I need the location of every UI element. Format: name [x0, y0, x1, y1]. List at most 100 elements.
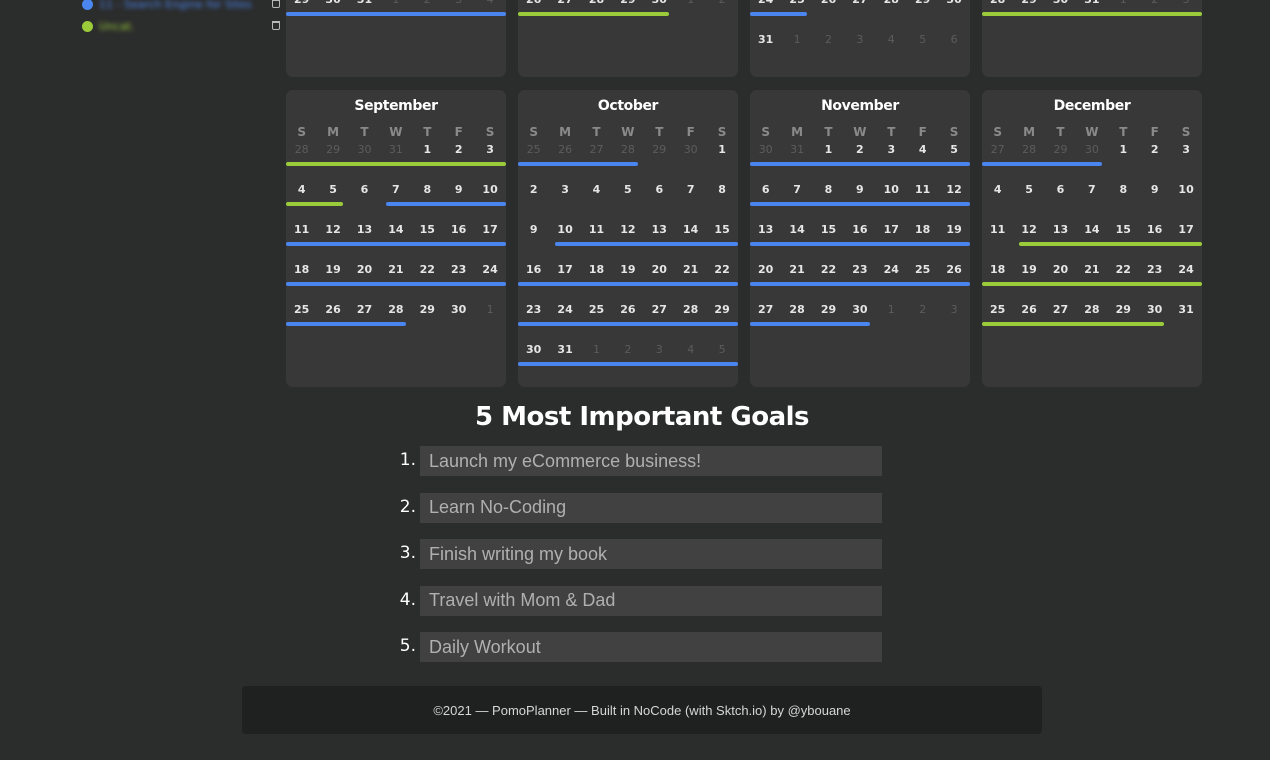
calendar-day[interactable]: 19 — [325, 263, 341, 276]
calendar-day[interactable]: 3 — [486, 143, 494, 156]
sidebar-project[interactable]: 11 - Search Engine for Sites — [82, 0, 280, 11]
calendar-day[interactable]: 12 — [620, 223, 636, 236]
project-span-bar[interactable] — [982, 322, 1165, 326]
calendar-day[interactable]: 15 — [820, 223, 837, 236]
project-span-bar[interactable] — [750, 12, 807, 16]
calendar-day[interactable]: 30 — [451, 303, 467, 316]
calendar-day[interactable]: 7 — [392, 183, 400, 196]
calendar-day[interactable]: 13 — [651, 223, 667, 236]
calendar-day[interactable]: 29 — [820, 303, 837, 316]
calendar-day[interactable]: 3 — [887, 143, 896, 156]
project-span-bar[interactable] — [286, 162, 506, 166]
calendar-day[interactable]: 28 — [982, 0, 1013, 6]
calendar-day[interactable]: 26 — [1021, 303, 1037, 316]
goal-input[interactable] — [420, 492, 882, 523]
calendar-day-outside[interactable]: 2 — [1139, 0, 1170, 6]
calendar-day[interactable]: 11 — [915, 183, 931, 196]
calendar-day[interactable]: 26 — [620, 303, 636, 316]
calendar-day[interactable]: 27 — [844, 0, 875, 6]
calendar-day[interactable]: 23 — [1147, 263, 1163, 276]
calendar-day-outside[interactable]: 29 — [1053, 143, 1068, 156]
calendar-day-outside[interactable]: 29 — [652, 143, 667, 156]
calendar-day[interactable]: 6 — [360, 183, 369, 196]
calendar-day[interactable]: 20 — [356, 263, 373, 276]
calendar-day[interactable]: 11 — [588, 223, 605, 236]
calendar-day[interactable]: 8 — [718, 183, 726, 196]
calendar-day[interactable]: 14 — [1084, 223, 1100, 236]
calendar-day-outside[interactable]: 2 — [919, 303, 927, 316]
calendar-day-outside[interactable]: 3 — [1170, 0, 1201, 6]
calendar-day[interactable]: 8 — [824, 183, 833, 196]
calendar-day[interactable]: 31 — [1076, 0, 1107, 6]
project-span-bar[interactable] — [750, 282, 970, 286]
calendar-day[interactable]: 9 — [856, 183, 864, 196]
calendar-day[interactable]: 30 — [1045, 0, 1076, 6]
calendar-day-outside[interactable]: 1 — [486, 303, 494, 316]
calendar-day[interactable]: 14 — [388, 223, 404, 236]
calendar-day[interactable]: 29 — [1013, 0, 1044, 6]
calendar-day[interactable]: 18 — [294, 263, 310, 276]
calendar-day[interactable]: 25 — [781, 0, 812, 6]
project-span-bar[interactable] — [286, 242, 506, 246]
calendar-day[interactable]: 31 — [1178, 303, 1194, 316]
calendar-day-outside[interactable]: 6 — [950, 33, 958, 46]
calendar-day-outside[interactable]: 3 — [950, 303, 958, 316]
calendar-day[interactable]: 16 — [526, 263, 542, 276]
calendar-day[interactable]: 31 — [758, 33, 774, 46]
calendar-day[interactable]: 22 — [820, 263, 837, 276]
trash-icon[interactable] — [272, 21, 280, 30]
calendar-day[interactable]: 30 — [317, 0, 348, 6]
calendar-day-outside[interactable]: 1 — [675, 0, 706, 6]
calendar-day[interactable]: 31 — [557, 343, 573, 356]
project-span-bar[interactable] — [518, 362, 738, 366]
calendar-day[interactable]: 1 — [423, 143, 432, 156]
calendar-day-outside[interactable]: 5 — [919, 33, 927, 46]
calendar-day[interactable]: 24 — [482, 263, 498, 276]
goal-input[interactable] — [420, 539, 882, 569]
calendar-day[interactable]: 30 — [1147, 303, 1163, 316]
calendar-day[interactable]: 5 — [329, 183, 337, 196]
calendar-day[interactable]: 9 — [1150, 183, 1159, 196]
calendar-day[interactable]: 2 — [454, 143, 463, 156]
project-span-bar[interactable] — [982, 12, 1202, 16]
calendar-day[interactable]: 23 — [451, 263, 467, 276]
calendar-day-outside[interactable]: 30 — [758, 143, 773, 156]
calendar-day[interactable]: 18 — [915, 223, 931, 236]
calendar-day[interactable]: 26 — [946, 263, 962, 276]
calendar-day[interactable]: 9 — [454, 183, 463, 196]
calendar-day[interactable]: 29 — [419, 303, 435, 316]
calendar-day[interactable]: 5 — [1025, 183, 1033, 196]
calendar-day[interactable]: 4 — [993, 183, 1002, 196]
calendar-day[interactable]: 17 — [883, 223, 899, 236]
calendar-day[interactable]: 13 — [356, 223, 373, 236]
calendar-day[interactable]: 12 — [946, 183, 962, 196]
calendar-day[interactable]: 17 — [557, 263, 573, 276]
calendar-day[interactable]: 20 — [1052, 263, 1069, 276]
project-span-bar[interactable] — [518, 322, 738, 326]
calendar-day-outside[interactable]: 5 — [718, 343, 726, 356]
calendar-day[interactable]: 21 — [789, 263, 805, 276]
calendar-day[interactable]: 16 — [451, 223, 467, 236]
calendar-day[interactable]: 11 — [990, 223, 1006, 236]
calendar-day[interactable]: 7 — [686, 183, 695, 196]
calendar-day-outside[interactable]: 1 — [380, 0, 411, 6]
calendar-day[interactable]: 15 — [714, 223, 730, 236]
calendar-day[interactable]: 14 — [683, 223, 699, 236]
calendar-day[interactable]: 29 — [714, 303, 730, 316]
calendar-day[interactable]: 11 — [294, 223, 310, 236]
calendar-day[interactable]: 23 — [852, 263, 868, 276]
calendar-day-outside[interactable]: 30 — [357, 143, 372, 156]
calendar-day[interactable]: 14 — [789, 223, 805, 236]
calendar-day[interactable]: 1 — [1119, 143, 1128, 156]
calendar-day[interactable]: 12 — [1021, 223, 1037, 236]
calendar-day[interactable]: 21 — [388, 263, 404, 276]
calendar-day[interactable]: 8 — [423, 183, 432, 196]
calendar-day[interactable]: 30 — [938, 0, 969, 6]
goal-input[interactable] — [420, 446, 882, 476]
calendar-day[interactable]: 25 — [990, 303, 1006, 316]
calendar-day-outside[interactable]: 26 — [558, 143, 573, 156]
calendar-day[interactable]: 1 — [824, 143, 833, 156]
calendar-day[interactable]: 15 — [1115, 223, 1131, 236]
calendar-day-outside[interactable]: 1 — [592, 343, 600, 356]
calendar-day[interactable]: 29 — [286, 0, 317, 6]
